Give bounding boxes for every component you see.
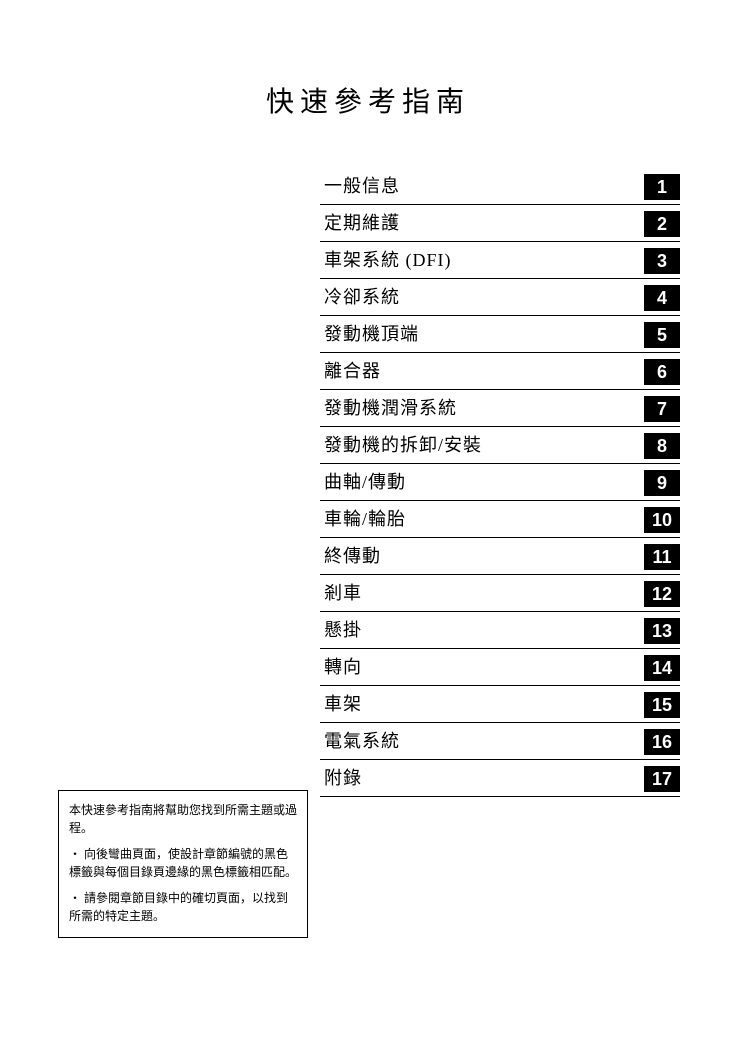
toc-row[interactable]: 冷卻系統 4: [320, 281, 680, 316]
toc-label: 離合器: [320, 357, 644, 387]
toc-row[interactable]: 定期維護 2: [320, 207, 680, 242]
toc-number: 4: [644, 285, 680, 311]
toc-number: 3: [644, 248, 680, 274]
page-title: 快速參考指南: [0, 0, 736, 120]
toc-row[interactable]: 終傳動 11: [320, 540, 680, 575]
info-paragraph: 本快速參考指南將幫助您找到所需主題或過程。: [69, 801, 297, 837]
toc-row[interactable]: 轉向 14: [320, 651, 680, 686]
toc-row[interactable]: 車架 15: [320, 688, 680, 723]
info-paragraph: ・ 向後彎曲頁面，使設計章節編號的黑色標籤與每個目錄頁邊緣的黑色標籤相匹配。: [69, 845, 297, 881]
toc-row[interactable]: 懸掛 13: [320, 614, 680, 649]
toc-number: 8: [644, 433, 680, 459]
toc-row[interactable]: 電氣系統 16: [320, 725, 680, 760]
toc-label: 車架系統 (DFI): [320, 246, 644, 276]
toc-number: 1: [644, 174, 680, 200]
toc-number: 6: [644, 359, 680, 385]
toc-number: 2: [644, 211, 680, 237]
info-paragraph: ・ 請參閱章節目錄中的確切頁面，以找到所需的特定主題。: [69, 889, 297, 925]
toc-label: 冷卻系統: [320, 283, 644, 313]
toc-label: 一般信息: [320, 172, 644, 202]
toc-number: 13: [644, 618, 680, 644]
toc-label: 車架: [320, 690, 644, 720]
toc-number: 17: [644, 766, 680, 792]
toc-label: 車輪/輪胎: [320, 505, 644, 535]
toc-row[interactable]: 離合器 6: [320, 355, 680, 390]
toc-label: 懸掛: [320, 616, 644, 646]
toc-row[interactable]: 發動機潤滑系統 7: [320, 392, 680, 427]
toc-label: 轉向: [320, 653, 644, 683]
toc-label: 發動機潤滑系統: [320, 394, 644, 424]
table-of-contents: 一般信息 1 定期維護 2 車架系統 (DFI) 3 冷卻系統 4 發動機頂端 …: [320, 170, 680, 797]
toc-row[interactable]: 發動機的拆卸/安裝 8: [320, 429, 680, 464]
toc-label: 曲軸/傳動: [320, 468, 644, 498]
toc-row[interactable]: 一般信息 1: [320, 170, 680, 205]
info-box: 本快速參考指南將幫助您找到所需主題或過程。 ・ 向後彎曲頁面，使設計章節編號的黑…: [58, 790, 308, 938]
toc-row[interactable]: 剎車 12: [320, 577, 680, 612]
toc-label: 電氣系統: [320, 727, 644, 757]
toc-number: 11: [644, 544, 680, 570]
toc-number: 10: [644, 507, 680, 533]
toc-number: 7: [644, 396, 680, 422]
toc-number: 9: [644, 470, 680, 496]
toc-label: 定期維護: [320, 209, 644, 239]
toc-label: 發動機的拆卸/安裝: [320, 431, 644, 461]
toc-number: 16: [644, 729, 680, 755]
toc-number: 5: [644, 322, 680, 348]
toc-label: 終傳動: [320, 542, 644, 572]
toc-number: 15: [644, 692, 680, 718]
toc-label: 發動機頂端: [320, 320, 644, 350]
toc-label: 附錄: [320, 764, 644, 794]
toc-row[interactable]: 車架系統 (DFI) 3: [320, 244, 680, 279]
toc-row[interactable]: 車輪/輪胎 10: [320, 503, 680, 538]
toc-row[interactable]: 附錄 17: [320, 762, 680, 797]
toc-row[interactable]: 曲軸/傳動 9: [320, 466, 680, 501]
toc-number: 12: [644, 581, 680, 607]
toc-number: 14: [644, 655, 680, 681]
toc-row[interactable]: 發動機頂端 5: [320, 318, 680, 353]
toc-label: 剎車: [320, 579, 644, 609]
